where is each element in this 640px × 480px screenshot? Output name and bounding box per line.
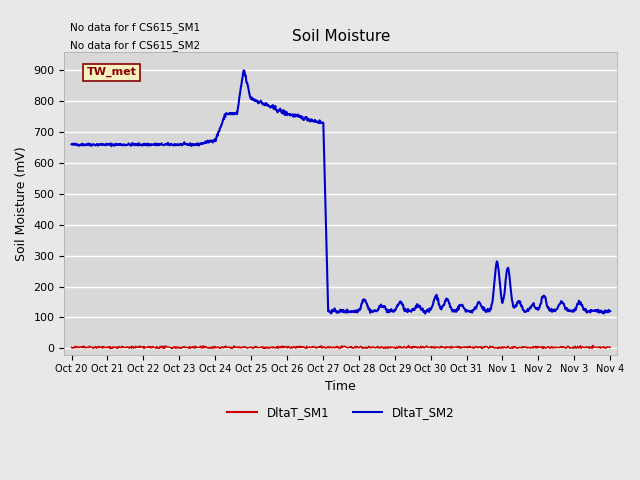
Title: Soil Moisture: Soil Moisture — [292, 29, 390, 44]
Text: No data for f CS615_SM2: No data for f CS615_SM2 — [70, 40, 200, 51]
X-axis label: Time: Time — [326, 380, 356, 393]
Text: TW_met: TW_met — [86, 67, 136, 77]
Text: No data for f CS615_SM1: No data for f CS615_SM1 — [70, 22, 200, 33]
Legend: DltaT_SM1, DltaT_SM2: DltaT_SM1, DltaT_SM2 — [223, 402, 459, 424]
Y-axis label: Soil Moisture (mV): Soil Moisture (mV) — [15, 146, 28, 261]
